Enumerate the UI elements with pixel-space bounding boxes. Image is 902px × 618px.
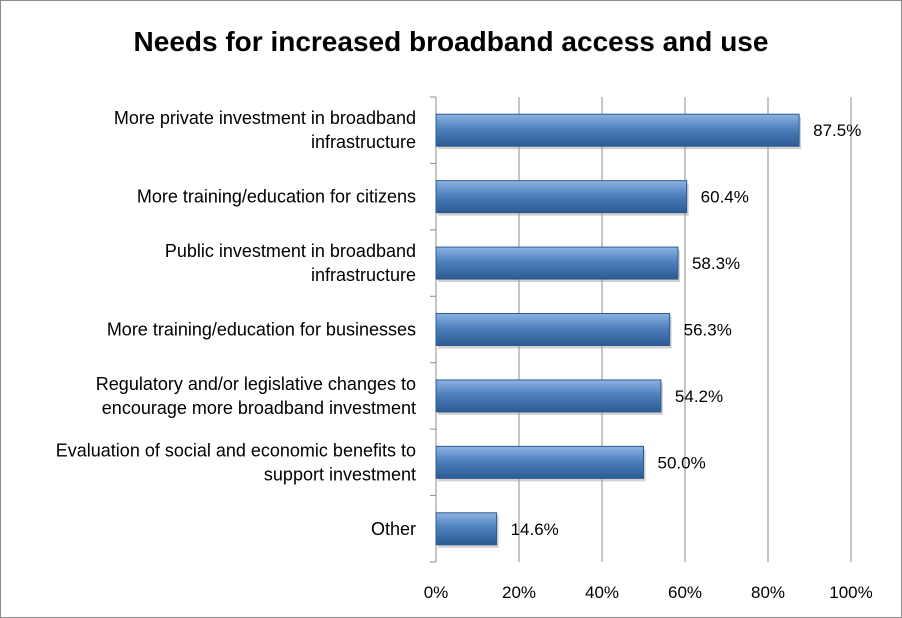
category-label: Public investment in broadband (165, 241, 416, 261)
category-label: infrastructure (311, 132, 416, 152)
bar (435, 313, 671, 346)
bar (435, 246, 679, 280)
data-label: 14.6% (511, 520, 559, 539)
x-tick-label: 60% (668, 583, 702, 602)
data-label: 60.4% (701, 188, 749, 207)
chart-title: Needs for increased broadband access and… (133, 26, 769, 57)
labels: 0% 20% 40% 60% 80% 100% 87.5% More private inve… (56, 108, 873, 602)
axes (430, 96, 437, 563)
data-label: 87.5% (813, 121, 861, 140)
bar (435, 379, 662, 413)
category-label: Regulatory and/or legislative changes to (96, 374, 416, 394)
bar (435, 113, 800, 147)
x-tick-label: 100% (829, 583, 872, 602)
x-tick-label: 80% (751, 583, 785, 602)
category-label: Other (371, 519, 416, 539)
bar (435, 445, 644, 479)
x-tick-label: 40% (585, 583, 619, 602)
bars (435, 113, 802, 548)
category-label: encourage more broadband investment (102, 398, 416, 418)
data-label: 50.0% (658, 453, 706, 472)
bar (435, 180, 688, 214)
bar (435, 512, 498, 546)
data-label: 58.3% (692, 254, 740, 273)
category-label: infrastructure (311, 265, 416, 285)
data-label: 56.3% (684, 321, 732, 340)
category-label: More training/education for citizens (137, 187, 416, 207)
data-label: 54.2% (675, 387, 723, 406)
category-label: support investment (264, 464, 416, 484)
category-label: More training/education for businesses (107, 320, 416, 340)
x-tick-label: 20% (502, 583, 536, 602)
x-tick-label: 0% (424, 583, 449, 602)
category-label: Evaluation of social and economic benefi… (56, 440, 416, 460)
category-label: More private investment in broadband (114, 108, 416, 128)
